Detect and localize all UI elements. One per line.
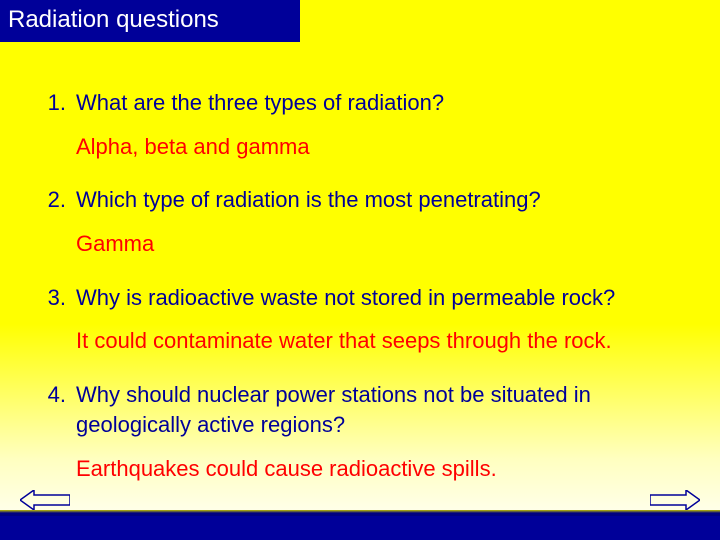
question: 1. What are the three types of radiation… [38, 88, 682, 118]
answer-text: Alpha, beta and gamma [76, 132, 682, 162]
question: 2. Which type of radiation is the most p… [38, 185, 682, 215]
arrow-right-icon [650, 490, 700, 510]
answer-text: It could contaminate water that seeps th… [76, 326, 682, 356]
question-number: 1. [38, 88, 66, 118]
question-number: 2. [38, 185, 66, 215]
footer-bar [0, 516, 720, 540]
slide: Radiation questions 1. What are the thre… [0, 0, 720, 540]
question-number: 3. [38, 283, 66, 313]
qa-item: 3. Why is radioactive waste not stored i… [38, 283, 682, 356]
question-text: Why is radioactive waste not stored in p… [76, 283, 682, 313]
question-text: What are the three types of radiation? [76, 88, 682, 118]
qa-item: 4. Why should nuclear power stations not… [38, 380, 682, 483]
qa-item: 1. What are the three types of radiation… [38, 88, 682, 161]
question-text: Why should nuclear power stations not be… [76, 380, 682, 439]
next-arrow-button[interactable] [650, 490, 700, 510]
content-area: 1. What are the three types of radiation… [38, 88, 682, 507]
arrow-left-icon [20, 490, 70, 510]
answer-text: Earthquakes could cause radioactive spil… [76, 454, 682, 484]
slide-title: Radiation questions [0, 0, 300, 42]
answer-text: Gamma [76, 229, 682, 259]
prev-arrow-button[interactable] [20, 490, 70, 510]
question: 3. Why is radioactive waste not stored i… [38, 283, 682, 313]
question: 4. Why should nuclear power stations not… [38, 380, 682, 439]
question-text: Which type of radiation is the most pene… [76, 185, 682, 215]
qa-item: 2. Which type of radiation is the most p… [38, 185, 682, 258]
question-number: 4. [38, 380, 66, 410]
